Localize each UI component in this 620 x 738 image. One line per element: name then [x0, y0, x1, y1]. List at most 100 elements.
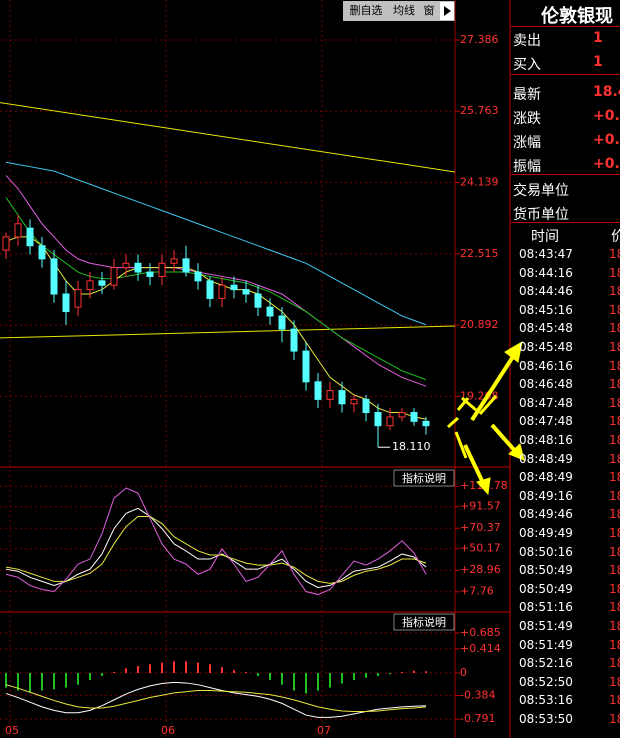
tick-price: 18 — [609, 526, 620, 540]
candle-body — [38, 245, 46, 260]
tick-price: 18 — [609, 674, 620, 689]
quote-label: 最新 — [513, 87, 541, 103]
tick-time: 08:44:1618 — [519, 266, 620, 280]
quote-value: 1 — [593, 30, 603, 46]
indicator-line — [5, 197, 427, 381]
indicator-line — [5, 515, 427, 584]
arrow-head — [508, 443, 525, 461]
indicator-button-label[interactable]: 指标说明 — [402, 615, 446, 629]
tick-time: 08:49:4918 — [519, 526, 620, 540]
quote-row: 涨跌 +0.0 — [513, 108, 620, 128]
candle-body — [50, 258, 58, 295]
candle-body — [170, 258, 178, 264]
quote-row: 最新 18.4 — [513, 84, 620, 104]
x-tick-label: 05 — [5, 724, 19, 737]
arrow — [490, 423, 518, 454]
candle-body — [218, 284, 226, 299]
quote-label: 振幅 — [513, 159, 541, 175]
arrow-head — [476, 477, 491, 496]
quote-row: 卖出 1 — [513, 30, 603, 50]
candle-body — [314, 381, 322, 400]
tick-price: 18 — [609, 414, 620, 429]
y-tick-label: +7.76 — [460, 585, 494, 598]
indicator-button-label[interactable]: 指标说明 — [402, 471, 446, 485]
tick-time: 08:45:1618 — [519, 303, 620, 317]
toolbar — [343, 1, 455, 21]
tick-price: 18 — [609, 693, 620, 708]
y-tick-label: +0.685 — [460, 626, 501, 639]
arrows — [446, 341, 525, 496]
arrow — [463, 444, 486, 486]
tick-time: 08:45:4818 — [519, 321, 620, 335]
candle-body — [98, 280, 106, 286]
arrow — [454, 431, 468, 459]
candle-body — [362, 398, 370, 414]
tick-time: 08:52:1618 — [519, 656, 620, 670]
candle-body — [194, 271, 202, 282]
tick-time: 08:49:1618 — [519, 489, 620, 503]
candle-body — [278, 315, 286, 330]
tick-price: 18 — [609, 619, 620, 633]
candle-body — [2, 236, 10, 251]
quote-row: 买入 1 — [513, 54, 603, 74]
tick-price: 18 — [609, 358, 620, 373]
quote-row: 货币单位 — [513, 204, 569, 224]
quote-label: 买入 — [513, 57, 541, 73]
indicator-line — [5, 681, 427, 718]
candle-body — [158, 262, 166, 277]
candle-body — [146, 271, 154, 277]
indicator-button — [393, 469, 455, 487]
candle-body — [182, 258, 190, 273]
tick-time: 08:52:5018 — [519, 675, 620, 689]
candle-body — [386, 416, 394, 427]
y-tick-label: +91.57 — [460, 500, 501, 513]
quote-value: +0.39 — [593, 156, 620, 172]
tick-price: 18 — [609, 600, 620, 615]
y-tick-label: 27.386 — [460, 33, 499, 46]
tick-price: 18 — [609, 433, 620, 447]
quote-label: 卖出 — [513, 33, 541, 49]
tick-price: 18 — [609, 581, 620, 596]
tick-time: 08:51:4918 — [519, 638, 620, 652]
candle-body — [374, 412, 382, 427]
tick-price: 18 — [609, 377, 620, 392]
tick-time: 08:48:1618 — [519, 433, 620, 447]
candle-body — [410, 412, 418, 422]
y-tick-label: 22.515 — [460, 247, 499, 260]
divider — [511, 26, 620, 27]
toolbar-button[interactable]: 窗 — [424, 3, 435, 17]
y-tick-label: 24.139 — [460, 176, 499, 189]
quote-label: 涨幅 — [513, 135, 541, 151]
tick-price: 18 — [609, 544, 620, 559]
tick-time: 08:46:4818 — [519, 377, 620, 391]
tick-price: 18 — [609, 563, 620, 578]
tick-price: 18 — [609, 712, 620, 726]
tick-time: 08:47:4818 — [519, 414, 620, 428]
quote-value: +0.2 — [593, 132, 620, 148]
candle-body — [254, 293, 262, 308]
tick-price: 18 — [609, 395, 620, 410]
candle-body — [350, 398, 358, 405]
candle-body — [230, 284, 238, 291]
tick-price: 18 — [609, 340, 620, 354]
indicator-line — [5, 507, 427, 588]
divider — [511, 174, 620, 175]
candle-body — [242, 289, 250, 295]
toolbar-button[interactable]: 均线 — [393, 3, 415, 17]
toolbar-button[interactable]: 删自选 — [350, 4, 383, 17]
candle-body — [326, 390, 334, 400]
indicator-line — [5, 487, 427, 596]
low-label: 18.110 — [392, 440, 431, 453]
quote-row: 振幅 +0.39 — [513, 156, 620, 176]
tick-price: 18 — [609, 637, 620, 652]
tick-time: 08:45:4818 — [519, 340, 620, 354]
candle-body — [398, 412, 406, 418]
arrow — [470, 350, 518, 422]
indicator-button — [393, 613, 455, 631]
tick-price: 18 — [609, 247, 620, 261]
tick-time: 08:53:5018 — [519, 712, 620, 726]
quote-value: 1 — [593, 54, 603, 70]
candle-body — [86, 280, 94, 291]
ticks-header: 时间 — [531, 229, 559, 245]
